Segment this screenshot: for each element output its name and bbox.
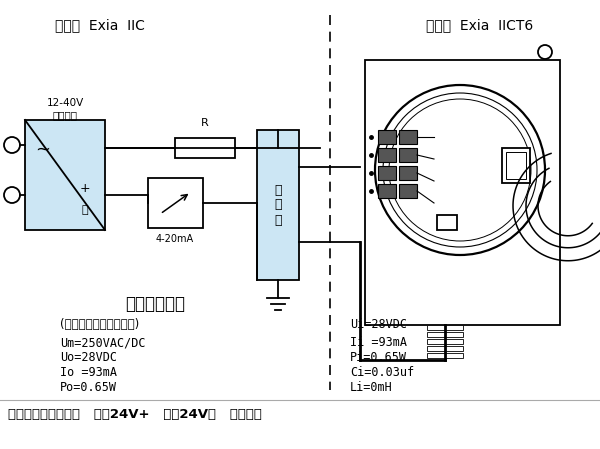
Text: Po=0.65W: Po=0.65W (60, 381, 117, 394)
Text: Ii =93mA: Ii =93mA (350, 336, 407, 349)
Text: ~: ~ (35, 141, 50, 159)
Bar (399, 184, 417, 198)
Text: Li=0mH: Li=0mH (350, 381, 393, 394)
Text: (参见安全栅适用说明书): (参见安全栅适用说明书) (60, 318, 139, 331)
Text: Ui=28VDC: Ui=28VDC (350, 318, 407, 331)
Bar (427, 325, 463, 330)
Bar (427, 353, 463, 358)
Text: 本安型接线图: 本安型接线图 (125, 295, 185, 313)
Text: Um=250VAC/DC: Um=250VAC/DC (60, 336, 146, 349)
Bar (427, 332, 463, 337)
Text: R: R (201, 118, 209, 128)
Bar (399, 166, 417, 180)
Bar (427, 346, 463, 351)
Bar (257, 130, 299, 280)
Text: 危险区  Exia  IICT6: 危险区 Exia IICT6 (427, 18, 533, 32)
Bar (25, 120, 105, 230)
Text: 4-20mA: 4-20mA (156, 234, 194, 244)
Bar (378, 148, 396, 162)
Bar (365, 60, 560, 325)
Bar (148, 178, 203, 228)
Text: 12-40V: 12-40V (46, 98, 83, 108)
Text: Ci=0.03uf: Ci=0.03uf (350, 366, 414, 379)
Bar (378, 184, 396, 198)
Text: －: － (82, 205, 88, 215)
Bar (175, 138, 235, 158)
Text: Io =93mA: Io =93mA (60, 366, 117, 379)
Text: 安全区  Exia  IIC: 安全区 Exia IIC (55, 18, 145, 32)
Bar (399, 130, 417, 144)
Bar (399, 148, 417, 162)
Text: 直流电源: 直流电源 (53, 110, 77, 120)
Bar (378, 130, 396, 144)
Bar (437, 215, 457, 230)
Text: Pi=0.65W: Pi=0.65W (350, 351, 407, 364)
Text: +: + (80, 181, 91, 194)
Bar (378, 166, 396, 180)
Bar (502, 148, 530, 183)
Text: 安
全
栅: 安 全 栅 (274, 184, 282, 226)
Bar (506, 152, 526, 179)
Text: Uo=28VDC: Uo=28VDC (60, 351, 117, 364)
Text: 注：一体化接线方式   红：24V+   蓝：24V－   黑：接地: 注：一体化接线方式 红：24V+ 蓝：24V－ 黑：接地 (8, 408, 262, 421)
Bar (427, 339, 463, 344)
